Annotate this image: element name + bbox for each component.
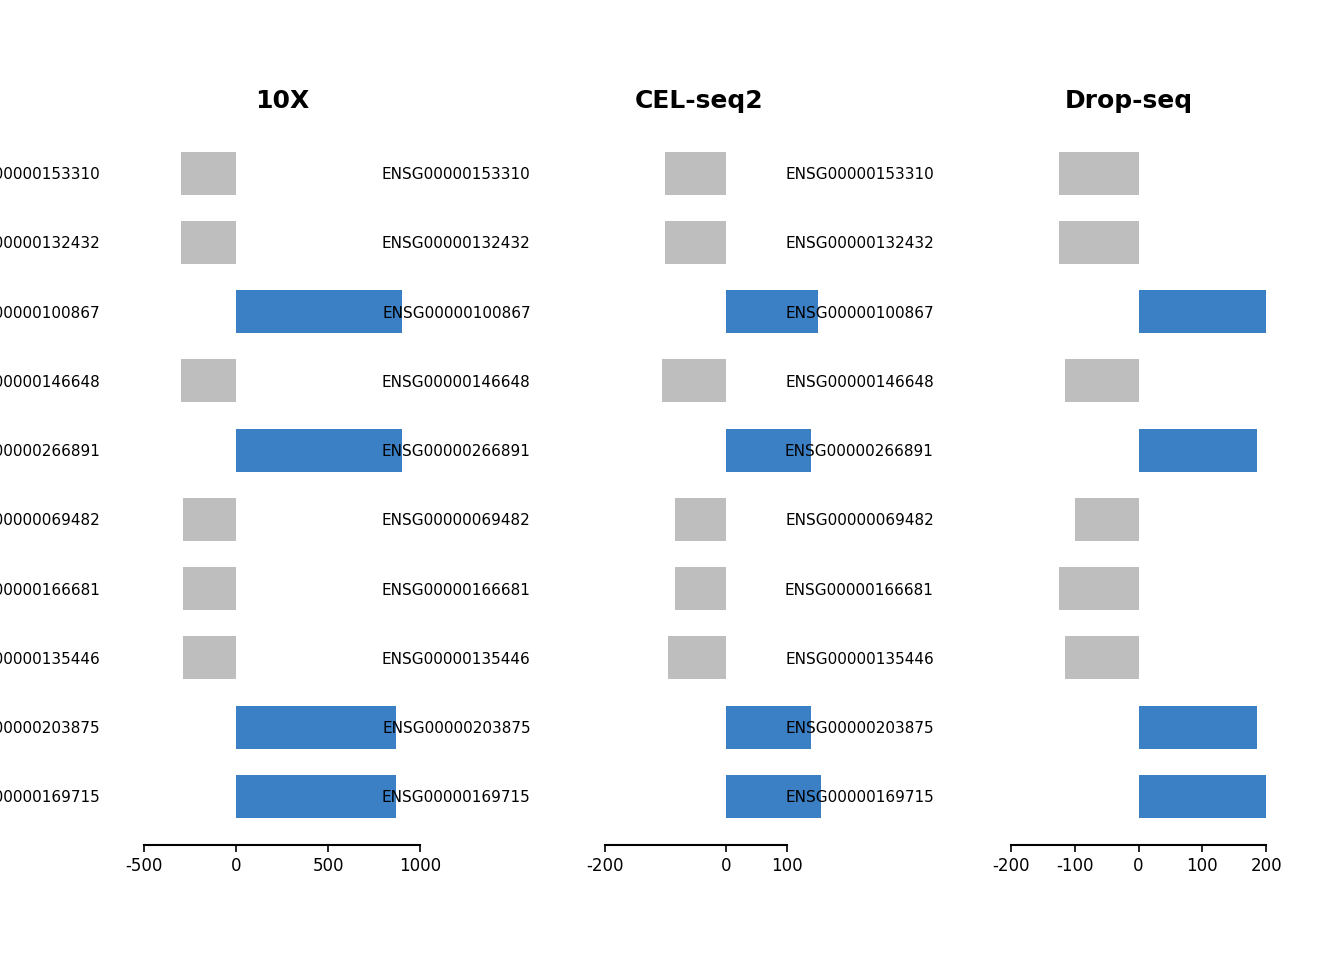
- Title: Drop-seq: Drop-seq: [1064, 89, 1193, 113]
- Bar: [1066, 359, 1138, 402]
- Bar: [726, 775, 821, 818]
- Title: CEL-seq2: CEL-seq2: [634, 89, 763, 113]
- Bar: [726, 429, 812, 471]
- Bar: [668, 636, 726, 680]
- Bar: [1138, 775, 1266, 818]
- Bar: [726, 706, 812, 749]
- Bar: [1138, 290, 1266, 333]
- Bar: [663, 359, 726, 402]
- Bar: [675, 567, 726, 611]
- Bar: [183, 636, 237, 680]
- Bar: [1059, 221, 1138, 264]
- Title: 10X: 10X: [255, 89, 309, 113]
- Bar: [181, 359, 237, 402]
- Bar: [1138, 429, 1257, 471]
- Bar: [237, 429, 402, 471]
- Bar: [1138, 706, 1257, 749]
- Bar: [726, 290, 817, 333]
- Bar: [665, 221, 726, 264]
- Bar: [237, 290, 402, 333]
- Bar: [237, 775, 396, 818]
- Bar: [183, 567, 237, 611]
- Bar: [1059, 152, 1138, 195]
- Bar: [237, 706, 396, 749]
- Bar: [675, 498, 726, 540]
- Bar: [1066, 636, 1138, 680]
- Bar: [665, 152, 726, 195]
- Bar: [1059, 567, 1138, 611]
- Bar: [1075, 498, 1138, 540]
- Bar: [181, 221, 237, 264]
- Bar: [181, 152, 237, 195]
- Bar: [183, 498, 237, 540]
